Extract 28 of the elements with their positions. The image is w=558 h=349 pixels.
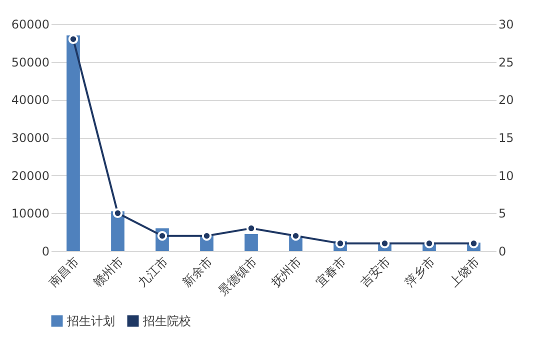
legend-label: 招生院校	[142, 314, 191, 328]
x-tick-label: 新余市	[180, 254, 216, 290]
y2-tick-label: 20	[498, 93, 514, 108]
y-tick-label: 20000	[11, 168, 50, 183]
point	[112, 208, 123, 218]
x-tick-label: 抚州市	[268, 254, 304, 290]
y-tick-label: 10000	[11, 206, 50, 221]
y2-tick-label: 25	[498, 55, 514, 70]
y2-tick-label: 0	[498, 244, 506, 258]
y2-tick-label: 30	[498, 18, 514, 32]
bar	[244, 234, 258, 251]
y-tick-label: 50000	[11, 55, 50, 70]
x-tick-label: 上饶市	[446, 254, 482, 290]
x-tick-label: 萍乡市	[402, 254, 438, 290]
x-tick-label: 景德镇市	[216, 254, 260, 298]
y-tick-label: 60000	[11, 18, 50, 32]
y2-tick-label: 15	[498, 131, 514, 145]
x-tick-label: 吉安市	[358, 254, 394, 290]
y2-tick-label: 5	[498, 206, 506, 221]
bar	[66, 35, 80, 251]
y-tick-label: 40000	[11, 93, 50, 108]
x-tick-label: 赣州市	[90, 254, 126, 290]
y2-tick-label: 10	[498, 168, 514, 183]
point	[68, 34, 78, 44]
x-tick-label: 九江市	[135, 254, 171, 290]
y-tick-label: 30000	[11, 131, 50, 145]
legend-label: 招生计划	[66, 314, 115, 328]
x-tick-label: 宜春市	[313, 254, 349, 290]
